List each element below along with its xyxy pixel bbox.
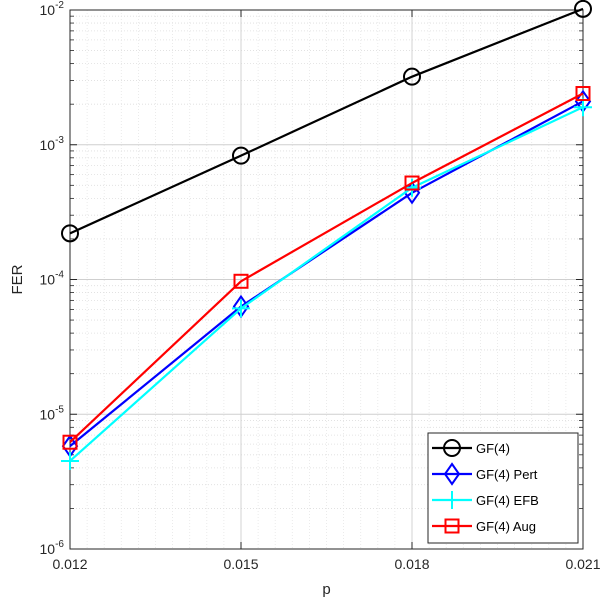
y-tick-label: 10-6	[40, 539, 65, 557]
series-line	[69, 106, 584, 462]
x-axis-label: p	[322, 581, 330, 598]
data-point	[574, 0, 592, 18]
legend-label: GF(4) EFB	[476, 493, 539, 508]
y-tick-label: 10-4	[40, 270, 65, 288]
x-tick-label: 0.018	[394, 556, 429, 572]
series-gf-4-efb	[61, 98, 592, 470]
series-gf-4	[61, 0, 592, 243]
series-gf-4-aug	[62, 86, 591, 450]
data-point	[443, 439, 461, 457]
y-tick-label: 10-3	[40, 135, 65, 153]
y-axis-label: FER	[9, 264, 26, 294]
data-point	[232, 299, 250, 318]
data-point	[61, 224, 79, 243]
data-point	[575, 86, 591, 102]
series-line	[69, 7, 584, 235]
x-tick-label: 0.015	[223, 556, 258, 572]
data-point	[232, 146, 250, 165]
y-tick-label: 10-5	[40, 404, 65, 422]
legend-label: GF(4) Aug	[476, 519, 536, 534]
legend-box	[427, 432, 579, 544]
data-point	[444, 518, 460, 534]
data-point	[233, 273, 249, 289]
legend: GF(4) GF(4) Pert GF(4) EFB GF(4) Aug	[427, 432, 579, 544]
x-tick-label: 0.021	[565, 556, 600, 572]
data-point	[62, 434, 78, 450]
data-point	[404, 175, 420, 191]
y-tick-label: 10-2	[40, 0, 65, 18]
data-point	[403, 67, 421, 86]
data-point	[61, 451, 79, 470]
data-point	[443, 462, 461, 486]
data-point	[574, 98, 592, 117]
series-line	[69, 92, 584, 444]
tick-labels: 10-6 10-5 10-4 10-3 10-2 0.012 0.015 0.018 0.021	[40, 0, 601, 572]
data-point	[443, 491, 461, 509]
legend-label: GF(4) Pert	[476, 467, 538, 482]
x-tick-label: 0.012	[52, 556, 87, 572]
legend-label: GF(4)	[476, 441, 510, 456]
series	[61, 0, 592, 470]
